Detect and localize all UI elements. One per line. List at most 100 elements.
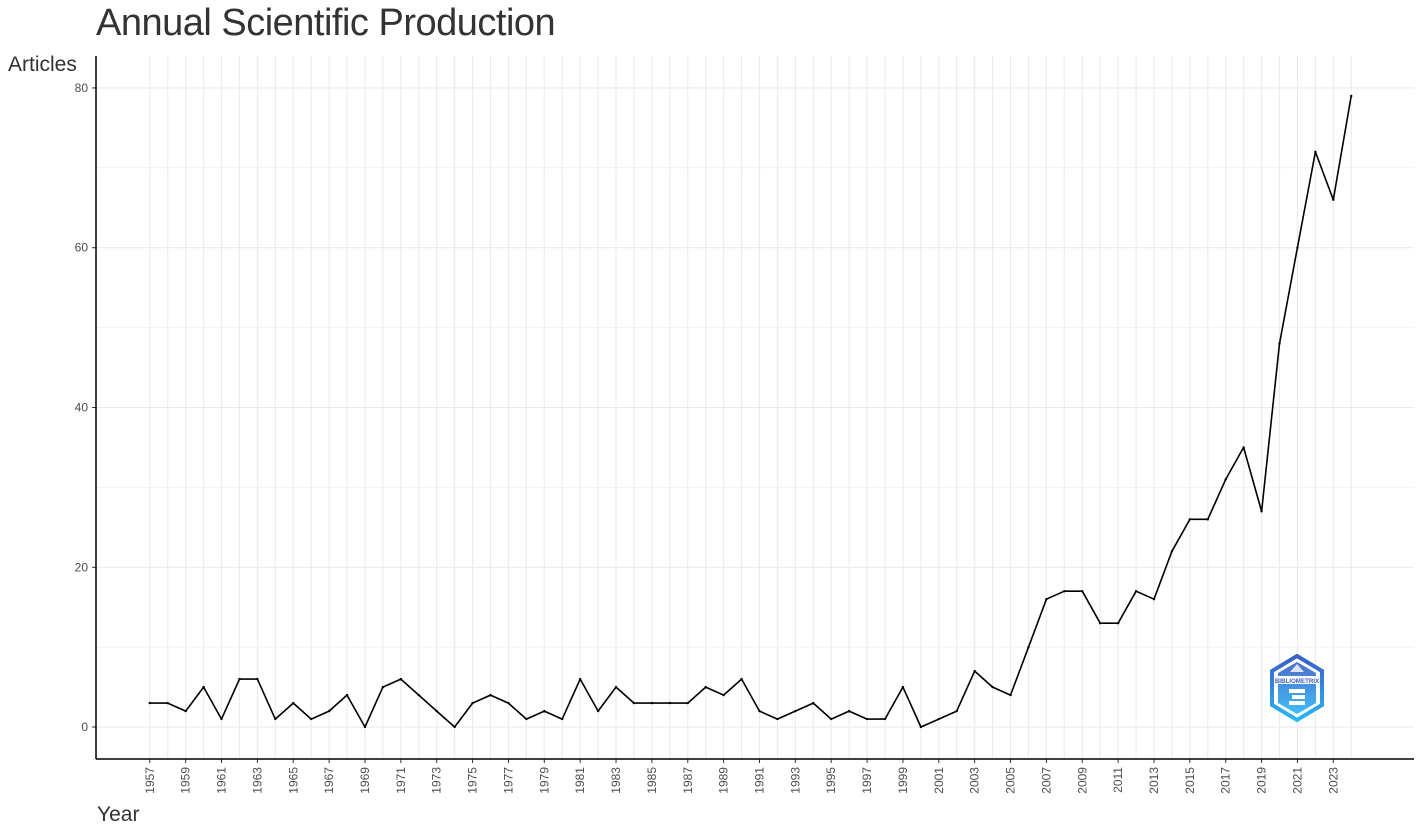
data-point xyxy=(507,701,510,705)
data-point xyxy=(847,709,851,713)
data-point xyxy=(973,669,976,673)
x-tick-label: 1987 xyxy=(681,767,695,794)
data-point xyxy=(435,709,438,713)
data-point xyxy=(686,701,689,705)
data-point xyxy=(1188,518,1192,521)
x-tick-label: 2007 xyxy=(1039,767,1053,794)
data-point xyxy=(1116,621,1120,625)
data-point xyxy=(220,717,223,721)
data-point xyxy=(274,717,277,721)
x-tick-label: 1989 xyxy=(717,767,731,794)
data-point xyxy=(919,725,923,729)
data-point xyxy=(471,701,474,705)
tick-labels: 0 20 40 60 80 1957 1959 1961 1963 1965 1967 1969 197… xyxy=(75,81,1341,794)
y-tick-label: 20 xyxy=(75,560,89,574)
x-tick-label: 1999 xyxy=(896,767,910,794)
y-axis-label: Articles xyxy=(8,53,77,76)
x-tick-label: 1961 xyxy=(215,767,229,794)
x-tick-label: 2023 xyxy=(1326,767,1340,794)
data-point xyxy=(363,725,367,729)
x-tick-label: 1973 xyxy=(430,767,444,794)
x-tick-label: 2005 xyxy=(1004,767,1018,794)
data-point xyxy=(327,709,331,713)
x-tick-label: 2015 xyxy=(1183,767,1197,794)
x-tick-label: 2003 xyxy=(968,767,982,794)
data-point xyxy=(238,677,241,681)
data-point xyxy=(830,717,833,721)
y-tick-label: 40 xyxy=(75,401,89,415)
data-point xyxy=(1278,342,1281,345)
data-point xyxy=(1045,598,1048,601)
x-tick-label: 1981 xyxy=(573,767,587,794)
x-tick-label: 2013 xyxy=(1147,767,1161,794)
x-tick-label: 1963 xyxy=(250,767,264,794)
data-point xyxy=(184,709,187,713)
x-tick-label: 2009 xyxy=(1075,767,1089,794)
data-point xyxy=(1134,590,1138,593)
data-point xyxy=(1206,518,1209,521)
data-point xyxy=(650,701,654,705)
x-tick-label: 1979 xyxy=(537,767,551,794)
logo-text: BIBLIOMETRIX xyxy=(1275,678,1320,685)
data-point xyxy=(776,717,779,721)
data-point xyxy=(202,685,205,689)
data-point xyxy=(1350,94,1353,98)
x-tick-label: 1991 xyxy=(752,767,766,794)
data-point xyxy=(794,709,797,713)
y-tick-label: 60 xyxy=(75,241,89,255)
data-point xyxy=(1260,510,1263,513)
x-tick-label: 1997 xyxy=(860,767,874,794)
data-point xyxy=(525,717,528,721)
data-point xyxy=(883,717,887,721)
data-point xyxy=(309,717,313,721)
x-tick-label: 1985 xyxy=(645,767,659,794)
x-tick-label: 2021 xyxy=(1290,767,1304,794)
data-point xyxy=(901,685,905,689)
data-point xyxy=(704,685,707,689)
data-point xyxy=(1098,621,1102,625)
x-tick-label: 1967 xyxy=(322,767,336,794)
data-point xyxy=(1063,590,1066,593)
x-tick-label: 1959 xyxy=(179,767,193,794)
data-point xyxy=(1152,598,1156,601)
x-tick-label: 1993 xyxy=(788,767,802,794)
x-tick-label: 1977 xyxy=(501,767,515,794)
x-tick-label: 2011 xyxy=(1111,767,1125,793)
series-line xyxy=(149,95,1352,728)
y-tick-label: 0 xyxy=(81,720,88,734)
x-tick-label: 2001 xyxy=(932,767,946,794)
data-point xyxy=(668,701,672,705)
data-point xyxy=(1314,150,1317,154)
data-point xyxy=(543,709,546,713)
x-axis-label: Year xyxy=(97,803,140,826)
data-point xyxy=(812,701,815,705)
x-tick-label: 1957 xyxy=(143,767,157,794)
data-point xyxy=(345,693,349,697)
data-point xyxy=(256,677,259,681)
data-point xyxy=(578,677,582,681)
x-tick-label: 2017 xyxy=(1219,767,1233,794)
data-point xyxy=(632,701,636,705)
data-point xyxy=(166,701,169,705)
data-point xyxy=(722,693,725,697)
data-point xyxy=(292,701,295,705)
x-tick-label: 1983 xyxy=(609,767,623,794)
axes xyxy=(92,56,1414,763)
data-point xyxy=(1332,198,1335,201)
data-point xyxy=(399,677,403,681)
data-point xyxy=(937,717,941,721)
data-point xyxy=(489,693,492,697)
x-tick-label: 1995 xyxy=(824,767,838,794)
data-point xyxy=(955,709,958,713)
y-tick-label: 80 xyxy=(75,81,89,95)
data-point xyxy=(561,717,564,721)
grid-lines xyxy=(96,56,1414,759)
x-tick-label: 1965 xyxy=(286,767,300,794)
x-tick-label: 1971 xyxy=(394,767,408,794)
data-point xyxy=(1027,645,1030,649)
series-articles xyxy=(148,94,1353,729)
bibliometrix-logo: BIBLIOMETRIX xyxy=(1270,654,1324,722)
data-point xyxy=(148,701,151,705)
data-point xyxy=(614,685,618,689)
chart-title: Annual Scientific Production xyxy=(96,2,556,44)
